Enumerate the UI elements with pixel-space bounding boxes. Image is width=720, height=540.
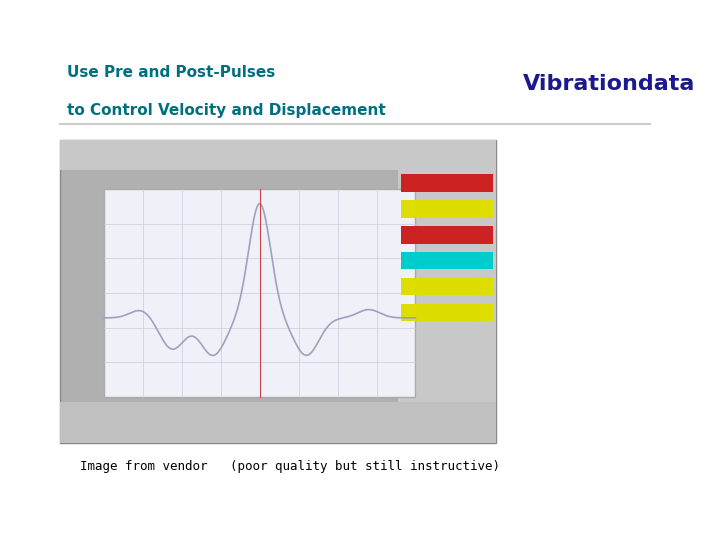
- FancyBboxPatch shape: [60, 402, 496, 443]
- FancyBboxPatch shape: [401, 174, 492, 192]
- FancyBboxPatch shape: [398, 170, 496, 402]
- FancyBboxPatch shape: [401, 304, 492, 321]
- Text: to Control Velocity and Displacement: to Control Velocity and Displacement: [67, 103, 386, 118]
- FancyBboxPatch shape: [401, 278, 492, 295]
- FancyBboxPatch shape: [60, 140, 496, 170]
- Text: Image from vendor   (poor quality but still instructive): Image from vendor (poor quality but stil…: [81, 460, 500, 473]
- FancyBboxPatch shape: [60, 140, 496, 443]
- FancyBboxPatch shape: [401, 252, 492, 269]
- FancyBboxPatch shape: [401, 226, 492, 244]
- FancyBboxPatch shape: [104, 189, 415, 397]
- Text: Vibrationdata: Vibrationdata: [523, 73, 696, 94]
- Text: Use Pre and Post-Pulses: Use Pre and Post-Pulses: [67, 65, 275, 80]
- FancyBboxPatch shape: [401, 200, 492, 218]
